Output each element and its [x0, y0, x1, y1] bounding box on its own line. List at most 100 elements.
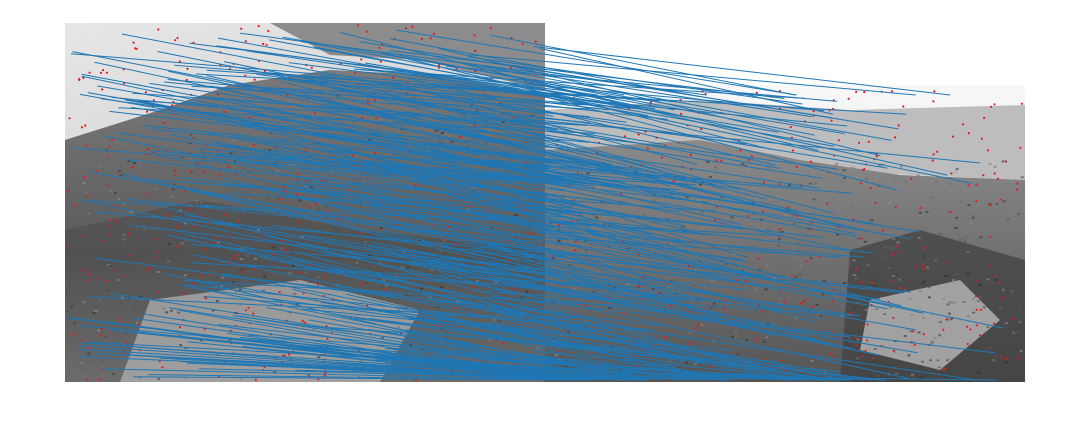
keypoint: [893, 136, 897, 139]
texture-speck: [558, 358, 562, 361]
match-line: [225, 132, 689, 243]
keypoint: [974, 295, 977, 298]
texture-speck: [311, 208, 314, 211]
match-line: [186, 284, 613, 332]
texture-speck: [822, 370, 826, 373]
texture-speck: [746, 169, 750, 172]
texture-speck: [389, 90, 393, 93]
texture-speck: [937, 366, 941, 369]
keypoint: [805, 260, 808, 263]
texture-speck: [754, 196, 758, 199]
texture-speck: [714, 168, 718, 170]
texture-speck: [135, 321, 139, 324]
keypoint: [86, 194, 89, 197]
texture-speck: [799, 264, 803, 267]
texture-speck: [129, 369, 133, 372]
texture-speck: [944, 275, 948, 277]
texture-speck: [450, 140, 454, 143]
texture-speck: [946, 194, 949, 197]
texture-speck: [566, 348, 570, 351]
keypoint: [240, 27, 243, 30]
match-line: [373, 308, 822, 379]
texture-speck: [925, 211, 929, 214]
keypoint: [122, 274, 125, 277]
keypoint: [790, 274, 794, 277]
texture-speck: [406, 266, 410, 269]
keypoint: [697, 323, 701, 327]
match-line: [479, 336, 841, 372]
texture-speck: [946, 359, 950, 362]
texture-speck: [730, 216, 734, 219]
keypoint: [284, 248, 287, 252]
texture-speck: [514, 237, 518, 240]
keypoint: [357, 24, 360, 27]
texture-speck: [523, 244, 527, 247]
keypoint: [855, 343, 858, 346]
texture-speck: [1018, 320, 1022, 323]
texture-speck: [699, 183, 702, 186]
match-line: [184, 280, 642, 308]
keypoint: [218, 174, 221, 177]
texture-speck: [382, 279, 386, 281]
texture-speck: [366, 206, 370, 209]
keypoint: [942, 367, 945, 370]
texture-speck: [221, 276, 225, 279]
match-line: [218, 37, 648, 117]
texture-speck: [486, 333, 490, 336]
match-line: [223, 184, 659, 220]
match-line: [176, 185, 564, 263]
texture-speck: [396, 309, 400, 312]
keypoint: [512, 287, 515, 290]
texture-speck: [853, 306, 857, 308]
texture-speck: [466, 145, 470, 148]
keypoint: [105, 71, 108, 74]
keypoint: [68, 117, 71, 120]
texture-speck: [952, 301, 956, 304]
texture-speck: [552, 301, 556, 304]
keypoint: [352, 154, 355, 157]
keypoint: [1015, 188, 1018, 191]
texture-speck: [238, 377, 242, 380]
match-line: [122, 173, 553, 273]
keypoint: [866, 323, 869, 326]
keypoint: [762, 358, 765, 361]
texture-speck: [422, 286, 426, 289]
match-line: [455, 232, 888, 310]
keypoint: [178, 60, 181, 63]
texture-speck: [229, 248, 233, 251]
texture-speck: [85, 235, 89, 238]
keypoint: [82, 234, 85, 238]
texture-speck: [794, 275, 798, 278]
texture-speck: [740, 162, 744, 165]
texture-speck: [763, 340, 767, 343]
texture-speck: [633, 297, 637, 300]
keypoint: [223, 110, 226, 113]
match-line: [303, 234, 733, 304]
texture-speck: [787, 330, 791, 333]
texture-speck: [681, 225, 685, 228]
match-line: [467, 56, 803, 105]
match-line: [94, 61, 554, 161]
texture-speck: [471, 189, 475, 192]
keypoint: [296, 172, 299, 175]
texture-speck: [764, 288, 768, 291]
texture-speck: [304, 185, 308, 188]
keypoint: [967, 184, 970, 187]
match-line: [365, 62, 779, 133]
texture-speck: [414, 365, 418, 368]
keypoint: [186, 208, 189, 211]
texture-speck: [757, 268, 761, 271]
texture-speck: [184, 377, 188, 379]
texture-speck: [520, 314, 524, 317]
texture-speck: [263, 275, 267, 278]
texture-speck: [798, 273, 802, 276]
texture-speck: [769, 281, 773, 284]
texture-speck: [636, 286, 640, 289]
keypoint: [980, 137, 983, 140]
texture-speck: [1004, 361, 1008, 364]
texture-speck: [109, 156, 113, 159]
texture-speck: [220, 285, 223, 287]
texture-speck: [108, 189, 112, 192]
texture-speck: [801, 372, 805, 375]
